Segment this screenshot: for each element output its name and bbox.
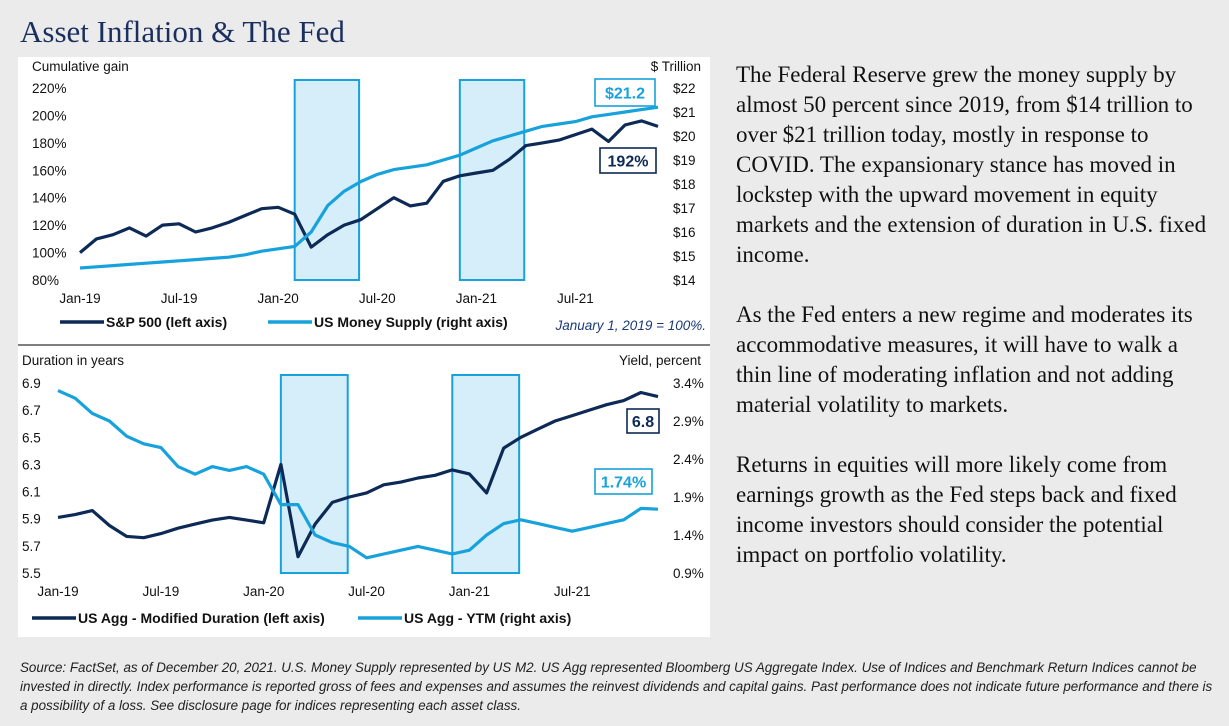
right-axis-tick-label: 1.9%: [673, 490, 704, 505]
right-axis-tick-label: $16: [673, 225, 696, 240]
right-axis-tick-label: $20: [673, 129, 696, 144]
shaded-period: [451, 374, 521, 574]
callout-label: 1.74%: [601, 475, 646, 492]
left-axis-tick-label: 220%: [32, 81, 67, 96]
charts-panel: Cumulative gain $ Trillion 80% 100% 120% 140%…: [18, 57, 710, 637]
x-axis-tick-label: Jul-19: [161, 291, 198, 306]
right-axis-title: $ Trillion: [651, 59, 701, 74]
left-axis-tick-label: 6.5: [22, 430, 41, 445]
series-line-right: [79, 105, 659, 270]
x-axis-tick-label: Jan-19: [37, 584, 78, 599]
commentary: The Federal Reserve grew the money suppl…: [736, 60, 1218, 600]
right-axis-tick-label: $22: [673, 81, 696, 96]
right-axis-title: Yield, percent: [619, 353, 701, 368]
left-axis-tick-label: 80%: [32, 273, 59, 288]
left-axis-tick-label: 5.5: [22, 566, 41, 581]
source-footnote: Source: FactSet, as of December 20, 2021…: [20, 660, 1213, 713]
page-title: Asset Inflation & The Fed: [20, 14, 345, 49]
x-axis-tick-label: Jan-21: [456, 291, 497, 306]
left-axis-tick-label: 6.9: [22, 376, 41, 391]
right-axis-tick-label: $15: [673, 249, 696, 264]
callout-label: $21.2: [605, 86, 645, 103]
callout-box: [594, 468, 653, 495]
right-axis-tick-label: 2.9%: [673, 414, 704, 429]
commentary-paragraph: The Federal Reserve grew the money suppl…: [736, 62, 1207, 267]
legend-label: US Agg - Modified Duration (left axis): [78, 610, 325, 626]
right-axis-tick-label: $14: [673, 273, 696, 288]
series-line-right: [57, 389, 659, 560]
shaded-period: [458, 79, 526, 281]
left-axis-title: Duration in years: [22, 353, 124, 368]
left-axis-title: Cumulative gain: [32, 59, 129, 74]
right-axis-tick-label: 1.4%: [673, 528, 704, 543]
commentary-paragraph: Returns in equities will more likely com…: [736, 452, 1177, 567]
right-axis-tick-label: 3.4%: [673, 376, 704, 391]
right-axis-tick-label: $19: [673, 153, 696, 168]
x-axis-tick-label: Jan-20: [243, 584, 284, 599]
x-axis-tick-label: Jul-21: [557, 291, 594, 306]
left-axis-tick-label: 5.7: [22, 539, 41, 554]
charts-svg: Cumulative gain $ Trillion 80% 100% 120% 140%…: [18, 59, 710, 626]
callout-box: [626, 408, 660, 434]
series-line-left: [78, 119, 659, 254]
left-axis-tick-label: 180%: [32, 136, 67, 151]
right-axis-tick-label: 0.9%: [673, 566, 704, 581]
commentary-paragraph: As the Fed enters a new regime and moder…: [736, 302, 1193, 417]
right-axis-tick-label: 2.4%: [673, 452, 704, 467]
chart-note: January 1, 2019 = 100%.: [555, 318, 706, 333]
right-axis-tick-label: $17: [673, 201, 696, 216]
left-axis-tick-label: 6.1: [22, 485, 41, 500]
right-axis-tick-label: $18: [673, 177, 696, 192]
x-axis-tick-label: Jul-20: [359, 291, 396, 306]
callout-box: [599, 147, 657, 174]
callout-label: 192%: [608, 154, 649, 171]
legend-label: US Money Supply (right axis): [314, 314, 508, 330]
left-axis-tick-label: 160%: [32, 163, 67, 178]
callout-label: 6.8: [632, 414, 654, 431]
shaded-period: [293, 79, 361, 281]
left-axis-tick-label: 6.7: [22, 403, 41, 418]
right-axis-tick-label: $21: [673, 105, 696, 120]
x-axis-tick-label: Jul-20: [348, 584, 385, 599]
left-axis-tick-label: 5.9: [22, 512, 41, 527]
x-axis-tick-label: Jul-19: [142, 584, 179, 599]
callout-box: [594, 78, 656, 107]
left-axis-tick-label: 6.3: [22, 457, 41, 472]
x-axis-tick-label: Jan-21: [449, 584, 490, 599]
legend-label: US Agg - YTM (right axis): [404, 610, 571, 626]
left-axis-tick-label: 100%: [32, 246, 67, 261]
left-axis-tick-label: 200%: [32, 108, 67, 123]
x-axis-tick-label: Jul-21: [554, 584, 591, 599]
x-axis-tick-label: Jan-19: [59, 291, 100, 306]
left-axis-tick-label: 120%: [32, 218, 67, 233]
x-axis-tick-label: Jan-20: [258, 291, 299, 306]
left-axis-tick-label: 140%: [32, 191, 67, 206]
legend-label: S&P 500 (left axis): [106, 314, 227, 330]
series-line-left: [57, 390, 659, 559]
shaded-period: [279, 374, 349, 574]
